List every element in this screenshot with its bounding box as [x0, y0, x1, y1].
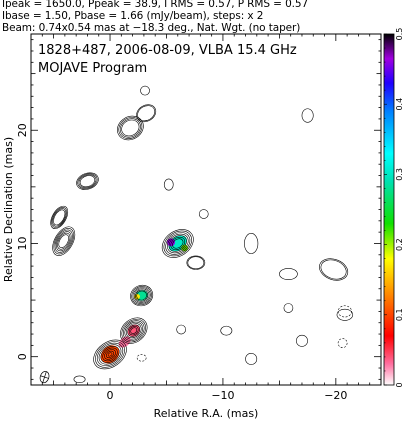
x-tick-label: 0: [107, 389, 114, 402]
y-axis-label: Relative Declination (mas): [2, 137, 15, 282]
contour-line: [140, 85, 150, 96]
y-tick-label: 0: [16, 353, 29, 360]
contour-line: [100, 345, 120, 363]
x-tick-label: −20: [324, 389, 347, 402]
contour-line: [117, 115, 144, 141]
colorbar: [383, 33, 395, 386]
contour-line: [301, 108, 314, 123]
contour-line: [54, 229, 73, 253]
contour-line: [283, 303, 294, 313]
contour-line: [57, 232, 71, 250]
contour-lines: [50, 85, 354, 384]
contour-line: [121, 119, 140, 137]
contour-line: [167, 233, 189, 254]
contour-line: [279, 268, 298, 280]
negative-contour-line: [337, 305, 352, 318]
contour-line: [137, 105, 156, 122]
contour-line: [198, 209, 209, 219]
header-beam: Beam: 0.74x0.54 mas at −18.3 deg., Nat. …: [2, 22, 301, 34]
contour-line: [136, 104, 157, 123]
contour-line: [165, 232, 191, 255]
contour-line: [130, 284, 154, 307]
colorbar-tick-label: 0.4: [395, 98, 404, 111]
contour-line: [123, 320, 145, 341]
contour-line: [105, 350, 115, 359]
contour-line: [245, 353, 258, 365]
contour-line: [96, 342, 124, 367]
colorbar-tick-label: 0.2: [395, 238, 404, 251]
contour-line: [50, 205, 69, 230]
colorbar-tick-label: 0.3: [395, 168, 404, 181]
contour-line: [52, 226, 76, 256]
colorbar-tick-label: 0.1: [395, 308, 404, 321]
contour-line: [319, 258, 349, 281]
contour-line: [125, 323, 142, 339]
contour-line: [77, 173, 98, 189]
x-axis-label: Relative R.A. (mas): [154, 407, 259, 420]
contour-line: [161, 229, 194, 258]
contour-line: [104, 349, 116, 360]
contour-line: [135, 289, 149, 302]
contour-line: [163, 230, 192, 257]
contour-line: [163, 178, 174, 191]
contour-line: [102, 347, 118, 362]
contour-line: [296, 334, 308, 347]
contour-line: [53, 228, 74, 255]
contour-line: [51, 207, 68, 228]
contour-line: [136, 290, 147, 301]
plot-background: [31, 34, 381, 385]
beam-ellipse: [39, 371, 50, 384]
contour-line: [98, 344, 122, 365]
x-tick-label: −10: [211, 389, 234, 402]
contour-line: [128, 325, 139, 336]
contour-line: [131, 286, 152, 306]
contour-line: [186, 255, 206, 270]
polarization-patch: [127, 324, 141, 337]
contour-line: [320, 259, 347, 280]
contour-line: [73, 375, 86, 384]
polarization-patch: [100, 345, 120, 364]
contour-line: [244, 233, 259, 254]
contour-line: [76, 172, 99, 190]
contour-line: [133, 288, 150, 303]
contour-line: [127, 324, 141, 337]
contour-line: [170, 236, 186, 251]
contour-line: [187, 256, 205, 270]
contour-line: [132, 287, 151, 304]
contour-line: [55, 231, 72, 252]
plot-title: 1828+487, 2006-08-09, VLBA 15.4 GHz: [38, 43, 297, 58]
colorbar-ticks: 0 0.1 0.2 0.3 0.4 0.5: [384, 28, 404, 388]
contour-line: [118, 117, 143, 139]
contour-line: [95, 341, 125, 368]
beam-minor-axis: [40, 375, 49, 379]
y-tick-label: 10: [16, 236, 29, 250]
colorbar-tick-label: 0.5: [395, 28, 404, 41]
negative-contour-line: [337, 338, 348, 348]
contour-line: [172, 238, 184, 249]
header-base-steps: Ibase = 1.50, Pbase = 1.66 (mJy/beam), s…: [2, 10, 264, 22]
axis-ticks: 0 −10 −20 0 10 20: [16, 34, 382, 402]
contour-line: [53, 209, 66, 226]
contour-line: [176, 324, 186, 335]
contour-line: [168, 235, 187, 252]
contour-line: [78, 174, 97, 189]
header-peak-rms: Ipeak = 1650.0, Ppeak = 38.9, I RMS = 0.…: [2, 0, 309, 10]
contour-line: [120, 317, 148, 344]
contour-line: [220, 325, 233, 336]
plot-subtitle: MOJAVE Program: [38, 61, 147, 76]
contour-line: [93, 339, 127, 370]
negative-contour-line: [136, 354, 147, 362]
contour-line: [336, 308, 354, 321]
contour-line: [121, 318, 146, 343]
contour-line: [107, 352, 113, 357]
contour-line: [58, 234, 70, 248]
contour-line: [52, 208, 67, 227]
contour-line: [124, 321, 144, 340]
y-tick-label: 20: [16, 123, 29, 137]
contour-line: [119, 118, 141, 138]
colorbar-tick-label: 0: [395, 382, 404, 387]
contour-line: [79, 175, 96, 188]
contour-line: [130, 327, 138, 334]
